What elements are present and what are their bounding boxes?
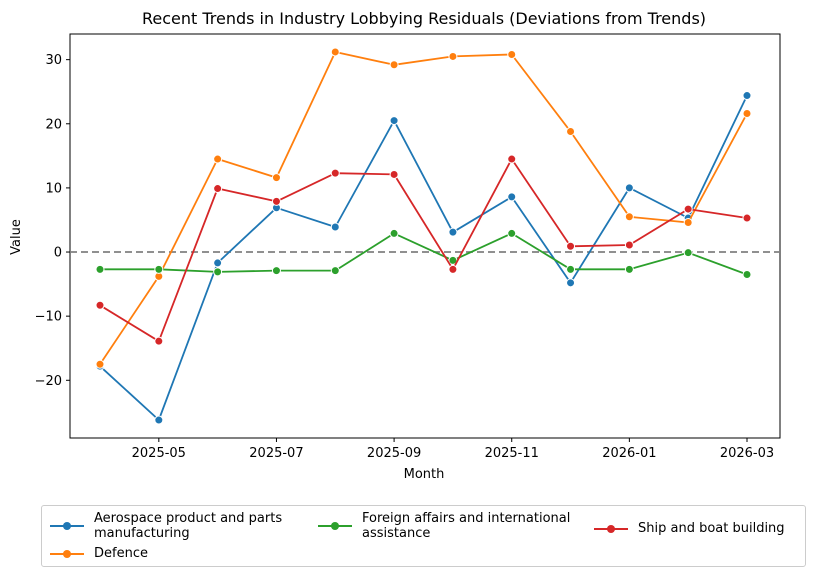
x-axis-label: Month: [404, 467, 445, 482]
x-tick-label: 2025-09: [367, 446, 421, 461]
y-tick-label: 20: [45, 117, 62, 132]
legend-label: Defence: [94, 546, 148, 561]
series-line: [99, 51, 748, 365]
data-point: [624, 183, 634, 193]
data-point: [566, 264, 576, 274]
series-line: [99, 95, 748, 421]
data-point: [154, 415, 164, 425]
data-point: [271, 266, 281, 276]
legend: Aerospace product and parts manufacturin…: [41, 505, 806, 567]
legend-swatch: [50, 520, 84, 532]
y-tick-label: −20: [35, 374, 62, 389]
data-point: [330, 222, 340, 232]
data-point: [507, 192, 517, 202]
data-point: [566, 241, 576, 251]
series-2: [95, 228, 752, 279]
data-point: [330, 266, 340, 276]
legend-swatch: [594, 523, 628, 535]
data-point: [330, 168, 340, 178]
data-point: [742, 91, 752, 101]
legend-swatch: [318, 520, 352, 532]
data-point: [448, 227, 458, 237]
data-point: [742, 269, 752, 279]
data-point: [507, 50, 517, 60]
chart-title: Recent Trends in Industry Lobbying Resid…: [142, 9, 706, 28]
data-point: [448, 51, 458, 61]
series-3: [95, 154, 752, 346]
data-point: [271, 196, 281, 206]
legend-item: Ship and boat building: [594, 521, 808, 536]
legend-item: Aerospace product and parts manufacturin…: [50, 511, 306, 541]
data-point: [624, 240, 634, 250]
legend-item: Defence: [50, 546, 314, 561]
data-point: [213, 267, 223, 277]
data-point: [213, 184, 223, 194]
y-axis-label: Value: [9, 219, 24, 255]
y-tick-label: 0: [54, 246, 62, 261]
series-line: [99, 158, 748, 343]
data-point: [389, 228, 399, 238]
data-point: [95, 264, 105, 274]
legend-label: Ship and boat building: [638, 521, 785, 536]
data-point: [448, 264, 458, 274]
x-tick-label: 2025-05: [132, 446, 186, 461]
series-line: [100, 232, 748, 276]
data-point: [624, 212, 634, 222]
data-point: [566, 278, 576, 288]
y-tick-label: 10: [45, 181, 62, 196]
data-point: [742, 213, 752, 223]
data-point: [389, 60, 399, 70]
legend-label: Aerospace product and parts manufacturin…: [94, 511, 283, 541]
series-0: [95, 91, 752, 425]
data-point: [742, 109, 752, 119]
series-1: [95, 47, 752, 369]
data-point: [389, 116, 399, 126]
data-point: [389, 169, 399, 179]
data-point: [507, 154, 517, 164]
x-tick-label: 2025-11: [485, 446, 539, 461]
data-point: [624, 264, 634, 274]
data-point: [95, 359, 105, 369]
plot-area: [70, 47, 780, 425]
data-point: [213, 258, 223, 268]
data-point: [154, 336, 164, 346]
data-point: [330, 47, 340, 57]
legend-label: Foreign affairs and international assist…: [362, 511, 571, 541]
x-tick-label: 2026-03: [720, 446, 774, 461]
data-point: [507, 228, 517, 238]
axes: −20 −10 0 10 20 30 2025-05 2025-07 2025-09 2025-1…: [35, 33, 781, 461]
data-point: [683, 204, 693, 214]
data-point: [213, 154, 223, 164]
data-point: [154, 264, 164, 274]
legend-swatch: [50, 548, 84, 560]
y-tick-label: −10: [35, 310, 62, 325]
data-point: [95, 300, 105, 310]
legend-item: Foreign affairs and international assist…: [318, 511, 602, 541]
data-point: [683, 248, 693, 258]
x-tick-label: 2025-07: [249, 446, 303, 461]
data-point: [271, 173, 281, 183]
x-tick-label: 2026-01: [602, 446, 656, 461]
data-point: [566, 126, 576, 136]
data-point: [683, 218, 693, 228]
y-tick-label: 30: [45, 53, 62, 68]
plot-frame: [69, 33, 781, 439]
